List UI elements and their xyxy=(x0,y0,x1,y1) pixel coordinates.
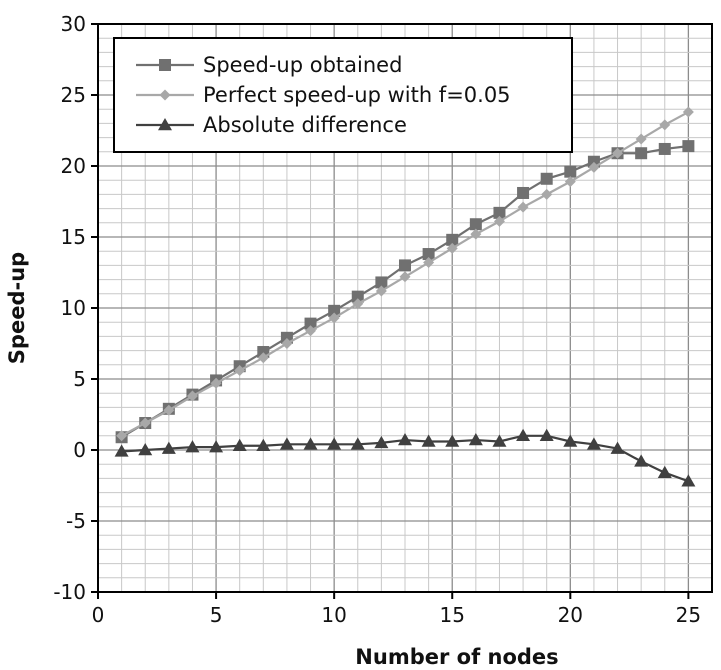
x-tick-label: 20 xyxy=(558,603,583,627)
data-point xyxy=(279,437,294,450)
data-point xyxy=(305,325,317,337)
y-tick-label: 5 xyxy=(73,367,86,391)
data-point xyxy=(234,364,246,376)
data-point xyxy=(658,142,671,155)
data-point xyxy=(468,433,483,446)
data-point xyxy=(161,441,176,454)
data-point xyxy=(281,338,293,349)
y-tick-label: -10 xyxy=(53,580,86,604)
data-point xyxy=(138,443,153,456)
data-point xyxy=(635,133,647,145)
data-point xyxy=(563,434,578,447)
data-point xyxy=(421,434,436,447)
y-tick-label: 10 xyxy=(61,296,86,320)
legend-entry: Perfect speed-up with f=0.05 xyxy=(136,83,511,107)
legend-label: Perfect speed-up with f=0.05 xyxy=(203,83,511,107)
data-point xyxy=(327,437,342,450)
data-point xyxy=(351,290,364,303)
series-group xyxy=(114,106,696,487)
data-point xyxy=(328,312,340,324)
series-1 xyxy=(115,140,695,444)
data-point xyxy=(539,428,554,442)
data-point xyxy=(304,317,317,330)
data-point xyxy=(657,465,672,478)
data-point xyxy=(470,228,482,240)
axis-ticks: 0 5 10 15 20 25 -10 -5 0 5 10 15 20 25 30 xyxy=(53,12,701,627)
y-tick-label: 15 xyxy=(61,225,86,249)
y-axis-title: Speed-up xyxy=(5,252,29,364)
series-3 xyxy=(114,428,696,487)
data-point xyxy=(114,444,129,457)
x-tick-label: 15 xyxy=(440,603,465,627)
data-point xyxy=(588,161,600,173)
data-point xyxy=(682,106,694,118)
data-point xyxy=(398,433,412,446)
x-tick-label: 5 xyxy=(210,603,223,627)
data-point xyxy=(423,257,435,269)
data-point xyxy=(610,441,625,454)
data-point xyxy=(350,437,365,450)
data-point xyxy=(422,248,435,261)
data-point xyxy=(469,218,482,231)
data-point xyxy=(209,440,224,453)
y-tick-label: 0 xyxy=(73,438,86,462)
data-point xyxy=(635,147,648,160)
y-tick-label: 25 xyxy=(61,83,86,107)
data-point xyxy=(681,474,696,487)
data-point xyxy=(374,435,389,449)
legend: Speed-up obtained Perfect speed-up with f… xyxy=(113,37,573,153)
data-point xyxy=(446,233,459,246)
data-point xyxy=(682,140,695,153)
data-point xyxy=(446,242,458,254)
series-2 xyxy=(116,106,694,442)
y-tick-label: 30 xyxy=(61,12,86,36)
legend-marker xyxy=(159,59,171,71)
data-point xyxy=(492,434,507,447)
legend-label: Absolute difference xyxy=(203,113,407,137)
data-point xyxy=(256,438,271,451)
data-point xyxy=(517,186,530,199)
x-tick-label: 10 xyxy=(321,603,346,627)
data-point xyxy=(210,377,222,389)
y-tick-label: -5 xyxy=(66,509,86,533)
data-point xyxy=(375,285,387,297)
data-point xyxy=(659,119,671,131)
data-point xyxy=(328,304,341,317)
legend-marker xyxy=(159,89,171,101)
data-point xyxy=(540,172,553,185)
data-point xyxy=(516,428,531,442)
data-point xyxy=(116,430,128,442)
data-point xyxy=(186,390,198,402)
data-point xyxy=(232,438,247,451)
data-point xyxy=(303,437,318,450)
data-point xyxy=(399,271,411,283)
x-axis-title: Number of nodes xyxy=(355,645,558,669)
data-point xyxy=(564,165,577,178)
data-point xyxy=(185,440,200,453)
data-point xyxy=(445,434,460,447)
data-point xyxy=(163,404,175,416)
data-point xyxy=(493,206,506,219)
legend-marker xyxy=(158,118,172,131)
data-point xyxy=(541,188,553,200)
data-point xyxy=(493,215,505,227)
legend-entry: Speed-up obtained xyxy=(136,53,402,77)
legend-label: Speed-up obtained xyxy=(203,53,402,77)
legend-entry: Absolute difference xyxy=(136,113,407,137)
data-point xyxy=(564,176,576,188)
data-point xyxy=(399,259,411,272)
data-point xyxy=(612,147,624,159)
data-point xyxy=(139,417,151,429)
data-point xyxy=(517,201,529,213)
data-point xyxy=(352,298,364,310)
x-tick-label: 0 xyxy=(92,603,105,627)
data-point xyxy=(375,276,388,289)
y-tick-label: 20 xyxy=(61,154,86,178)
data-point xyxy=(586,437,601,450)
data-point xyxy=(257,352,269,364)
data-point xyxy=(634,454,649,467)
x-tick-label: 25 xyxy=(676,603,701,627)
